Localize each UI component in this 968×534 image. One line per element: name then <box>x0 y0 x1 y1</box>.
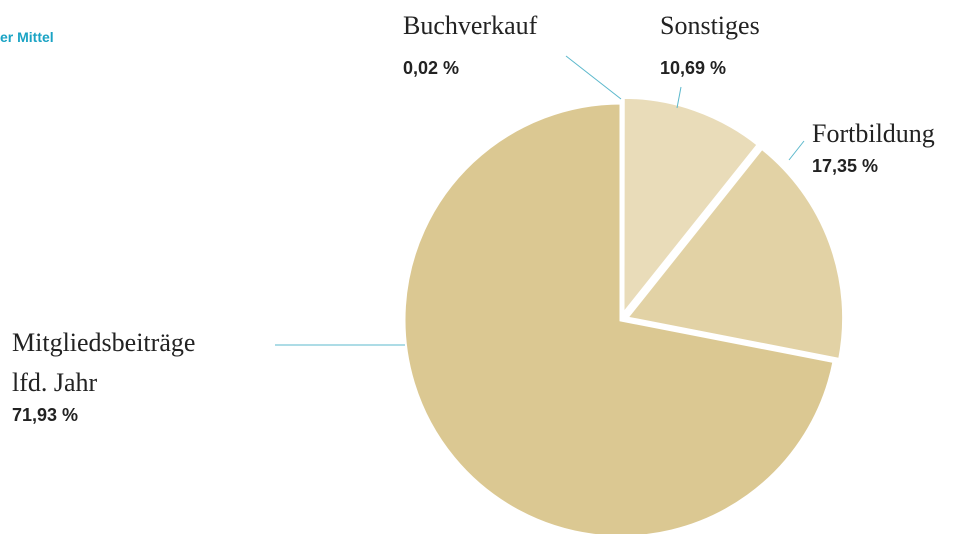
chart-title: er Mittel <box>0 29 54 45</box>
value-label: 17,35 % <box>812 156 879 176</box>
slice-label: Buchverkauf <box>403 11 538 40</box>
pie-slice <box>402 101 836 534</box>
value-label: 0,02 % <box>403 58 460 78</box>
value-label: 10,69 % <box>660 58 727 78</box>
slice-label: Sonstiges <box>660 11 760 40</box>
pie-slice <box>623 146 846 362</box>
slice-label: Mitgliedsbeiträge lfd. Jahr <box>12 328 196 397</box>
leader-line <box>788 140 805 161</box>
value-label: 71,93 % <box>12 405 79 425</box>
leader-line <box>565 55 622 100</box>
slice-label: Fortbildung <box>812 119 935 148</box>
pie-slice <box>621 95 761 319</box>
leader-line <box>676 86 682 109</box>
